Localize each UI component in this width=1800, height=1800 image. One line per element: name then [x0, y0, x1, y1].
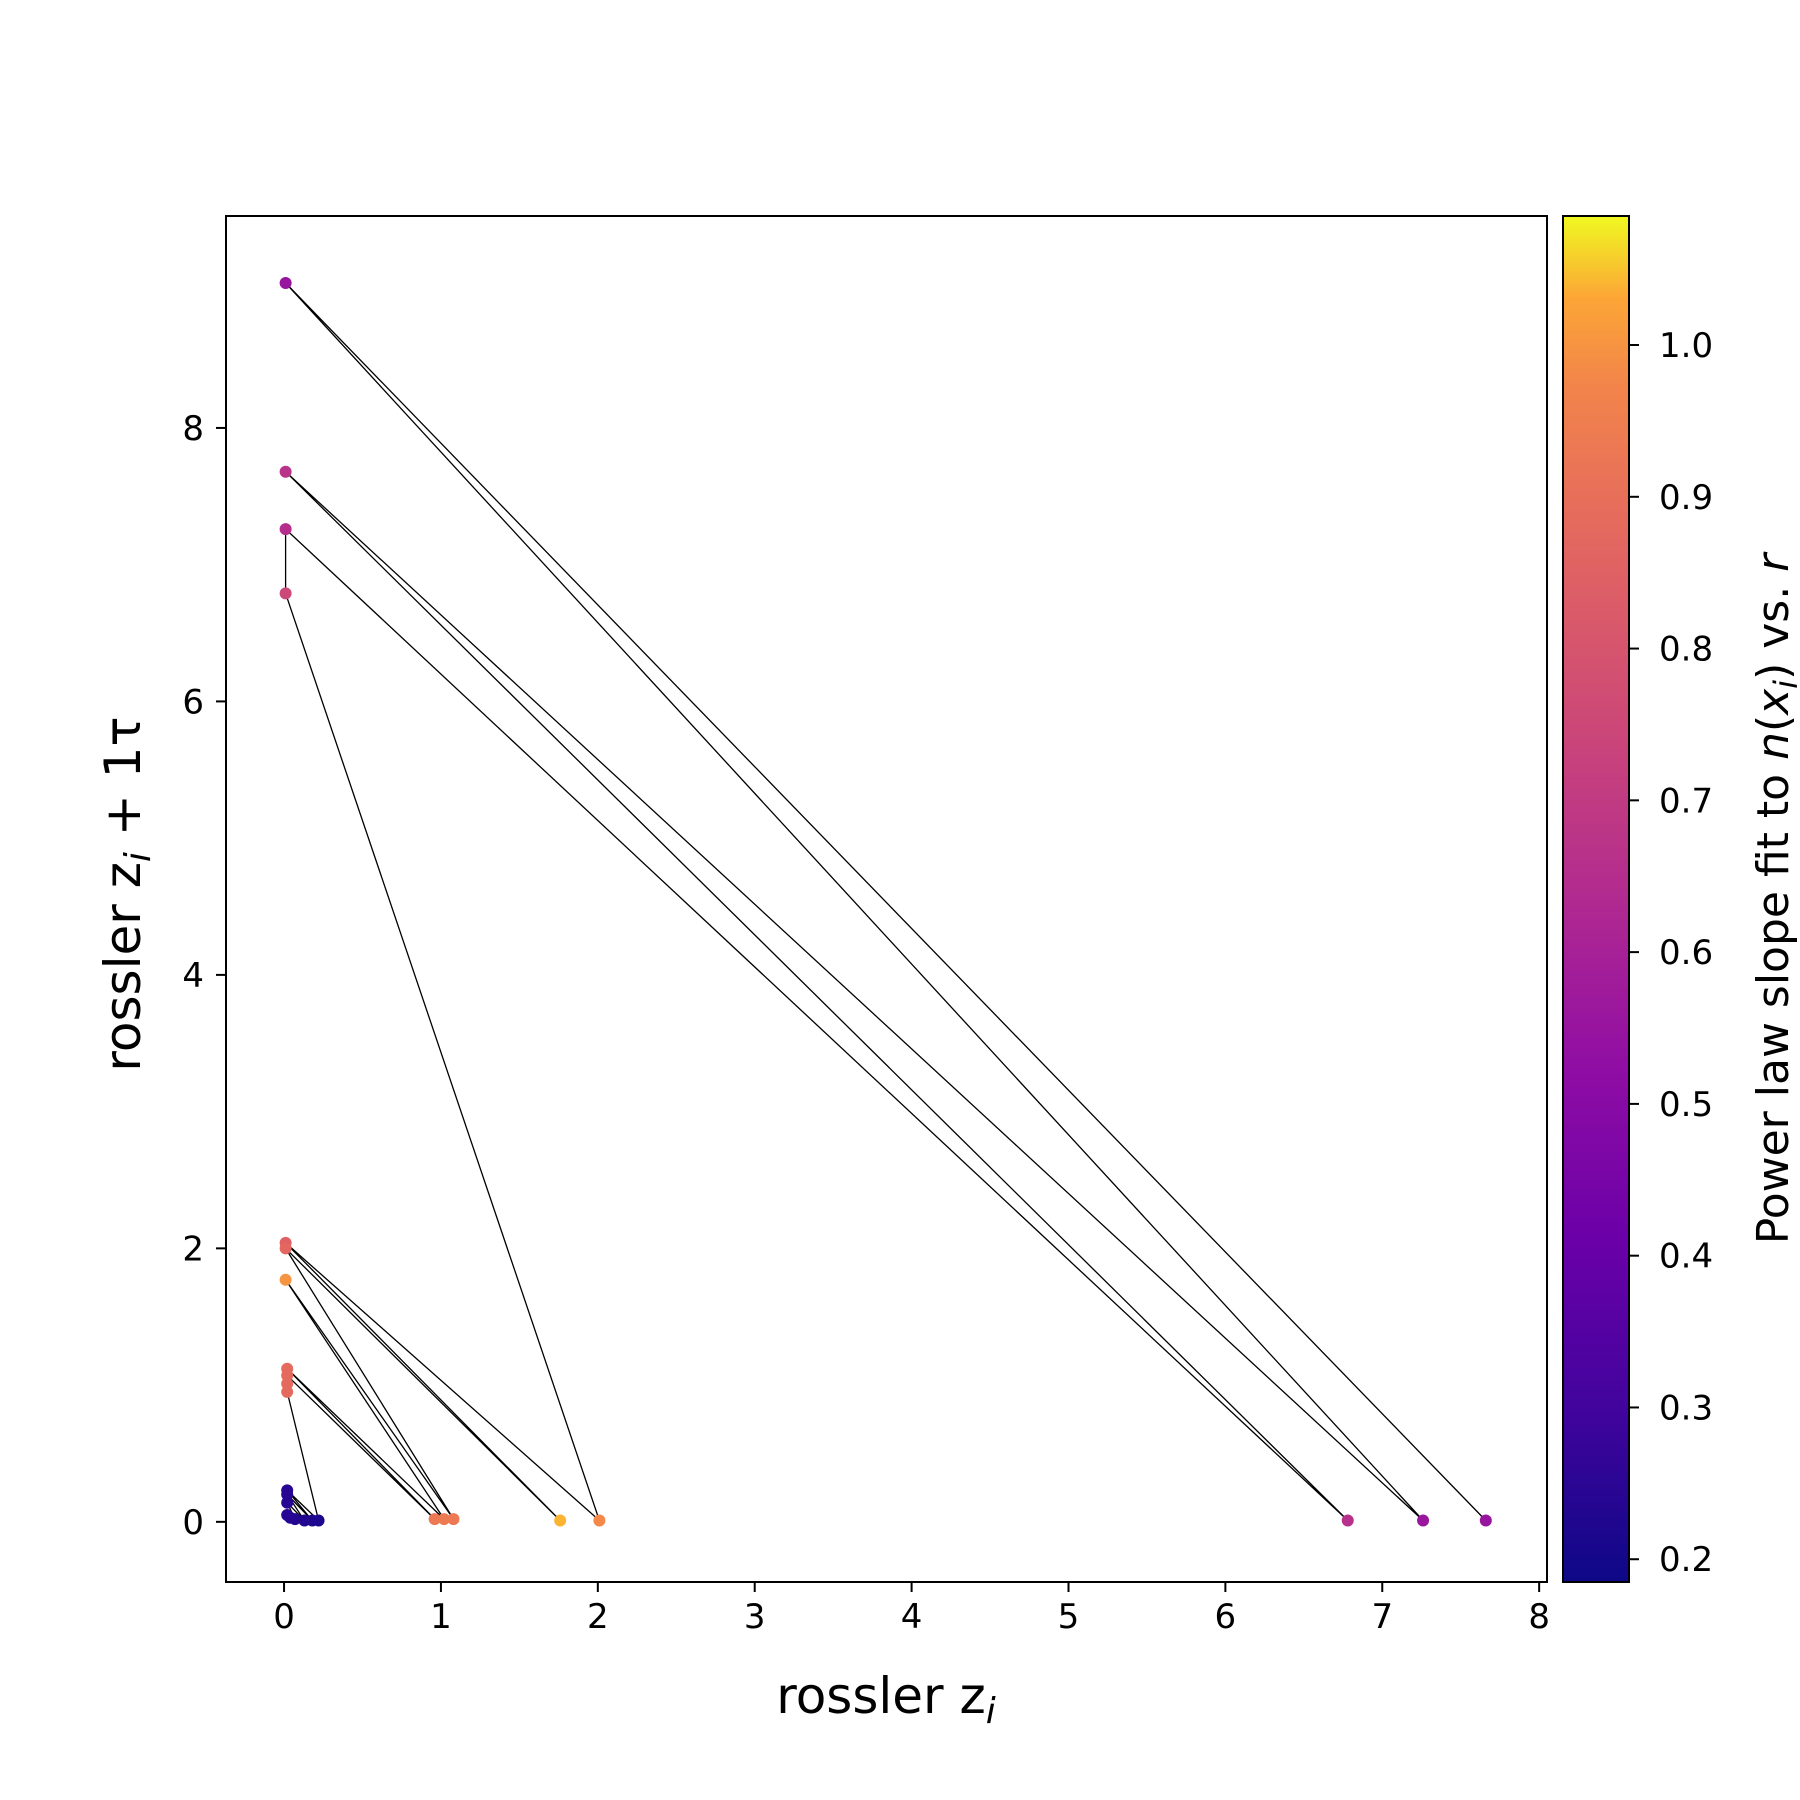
y-axis-ticks: 0 2 4 6 8	[182, 409, 226, 1543]
x-tick-label: 4	[901, 1597, 923, 1637]
colorbar-ticks: 0.2 0.3 0.4 0.5 0.6 0.7 0.8 0.9 1.0	[1629, 326, 1713, 1580]
colorbar: 0.2 0.3 0.4 0.5 0.6 0.7 0.8 0.9 1.0 Power law sl…	[1562, 215, 1800, 1583]
y-tick-label: 4	[182, 956, 204, 996]
points-layer	[279, 277, 1492, 1527]
data-point	[281, 1377, 294, 1390]
data-point	[281, 1488, 294, 1501]
x-tick-label: 8	[1528, 1597, 1550, 1637]
data-point	[279, 587, 292, 600]
data-point	[1341, 1514, 1354, 1527]
x-tick-label: 2	[587, 1597, 609, 1637]
data-point	[428, 1513, 441, 1526]
data-point	[447, 1513, 460, 1526]
data-point	[279, 523, 292, 536]
series-line-layer	[284, 282, 1487, 1523]
colorbar-tick-label: 0.2	[1659, 1540, 1713, 1580]
colorbar-gradient	[1562, 215, 1630, 1583]
colorbar-tick-label: 0.7	[1659, 781, 1713, 821]
data-point	[281, 1496, 294, 1509]
colorbar-tick-label: 0.9	[1659, 478, 1713, 518]
data-point	[281, 1369, 294, 1382]
data-point	[1479, 1514, 1492, 1527]
y-axis-label: rossler zi + 1τ	[94, 716, 159, 1071]
x-tick-label: 1	[430, 1597, 452, 1637]
y-tick-label: 8	[182, 409, 204, 449]
x-tick-label: 3	[744, 1597, 766, 1637]
data-point	[279, 1273, 292, 1286]
colorbar-tick-label: 1.0	[1659, 326, 1713, 366]
colorbar-tick-label: 0.8	[1659, 630, 1713, 670]
y-tick-label: 0	[182, 1503, 204, 1543]
colorbar-label: Power law slope fit to n(xi) vs. r	[1748, 551, 1800, 1244]
x-tick-label: 7	[1371, 1597, 1393, 1637]
x-tick-label: 6	[1215, 1597, 1237, 1637]
data-point	[281, 1385, 294, 1398]
plot-frame	[225, 215, 1548, 1583]
data-point	[593, 1514, 606, 1527]
x-axis-label: rossler zi	[776, 1667, 996, 1732]
data-point	[284, 1511, 297, 1524]
x-tick-label: 5	[1058, 1597, 1080, 1637]
data-point	[279, 277, 292, 290]
data-point	[1417, 1514, 1430, 1527]
colorbar-tick-label: 0.6	[1659, 933, 1713, 973]
plot-area	[225, 215, 1548, 1583]
x-tick-label: 0	[273, 1597, 295, 1637]
series-line	[284, 282, 1487, 1523]
data-point	[279, 1242, 292, 1255]
y-tick-label: 2	[182, 1229, 204, 1269]
y-tick-label: 6	[182, 682, 204, 722]
data-point	[279, 465, 292, 478]
colorbar-tick-label: 0.4	[1659, 1237, 1713, 1277]
colorbar-tick-label: 0.3	[1659, 1388, 1713, 1428]
x-axis-ticks: 0 1 2 3 4 5 6 7 8	[273, 1582, 1550, 1637]
data-point	[554, 1514, 567, 1527]
data-point	[438, 1513, 451, 1526]
data-point	[298, 1514, 311, 1527]
colorbar-tick-label: 0.5	[1659, 1085, 1713, 1125]
